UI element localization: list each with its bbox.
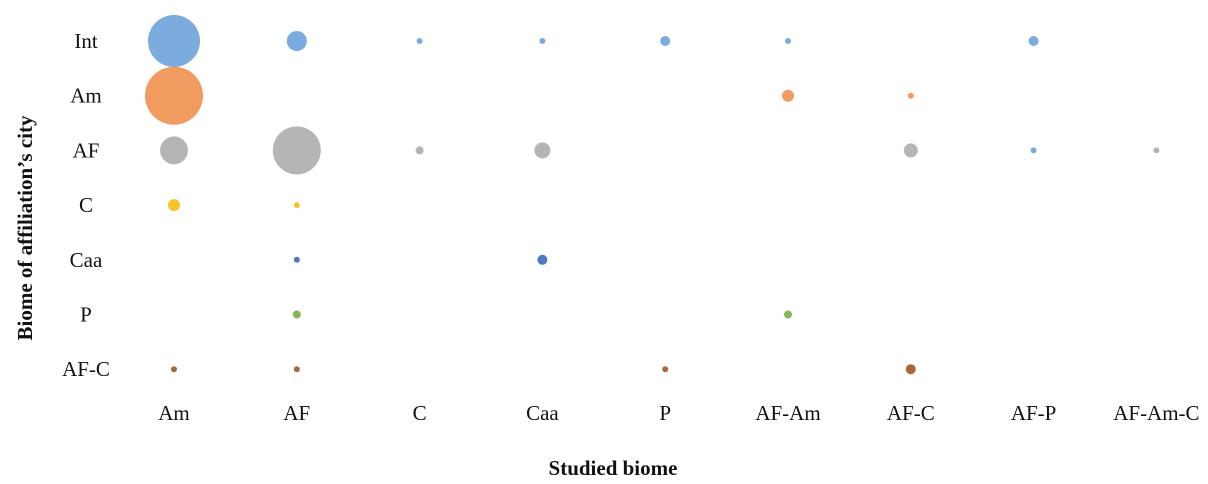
x-tick-label: Caa	[526, 401, 559, 425]
bubble-int-p	[660, 36, 671, 46]
bubble-p-af	[292, 310, 301, 319]
y-tick-label: AF-C	[62, 357, 110, 381]
bubble-am-am	[145, 66, 203, 125]
x-axis-title: Studied biome	[549, 456, 678, 480]
bubble-int-c	[416, 38, 423, 44]
bubble-caa-af	[293, 256, 300, 263]
bubble-am-af-c	[907, 92, 914, 99]
bubble-c-am	[168, 199, 180, 212]
bubble-int-af-am	[785, 38, 791, 44]
bubble-p-af-am	[784, 310, 792, 319]
x-tick-label: C	[413, 401, 427, 425]
bubble-caa-caa	[537, 254, 548, 265]
y-tick-label: Caa	[70, 248, 103, 272]
y-tick-label: AF	[73, 138, 100, 162]
bubble-af-af-c	[903, 143, 918, 158]
y-tick-labels: Int Am AF C Caa P AF-C	[62, 29, 110, 381]
x-tick-label: P	[659, 401, 671, 425]
bubble-af-c	[415, 146, 424, 155]
x-tick-label: AF-P	[1011, 401, 1057, 425]
x-tick-label: Am	[158, 401, 190, 425]
y-axis-title: Biome of affiliation’s city	[13, 115, 37, 340]
bubble-af-af-am-c	[1153, 147, 1160, 154]
bubble-c-af	[293, 202, 300, 209]
bubble-int-caa	[539, 38, 546, 44]
y-tick-label: C	[79, 193, 93, 217]
bubble-am-af-am	[782, 89, 794, 102]
y-tick-label: Int	[74, 29, 97, 53]
bubble-af-c-p	[662, 366, 669, 373]
y-tick-label: Am	[70, 84, 102, 108]
bubble-af-c-af	[293, 366, 300, 373]
x-tick-label: AF-Am-C	[1113, 401, 1199, 425]
bubble-af-af	[272, 126, 321, 175]
y-tick-label: P	[80, 303, 92, 327]
bubbles-layer	[145, 15, 1160, 375]
bubble-af-af-p	[1030, 147, 1037, 154]
bubble-af-am	[160, 136, 188, 165]
bubble-int-am	[148, 15, 200, 67]
x-tick-labels: Am AF C Caa P AF-Am AF-C AF-P AF-Am-C	[158, 401, 1199, 425]
bubble-af-caa	[534, 142, 551, 159]
bubble-int-af	[286, 31, 307, 51]
x-tick-label: AF	[283, 401, 310, 425]
bubble-af-c-am	[171, 366, 177, 373]
bubble-int-af-p	[1028, 36, 1039, 46]
x-tick-label: AF-C	[887, 401, 935, 425]
bubble-af-c-af-c	[905, 364, 916, 375]
x-tick-label: AF-Am	[755, 401, 820, 425]
